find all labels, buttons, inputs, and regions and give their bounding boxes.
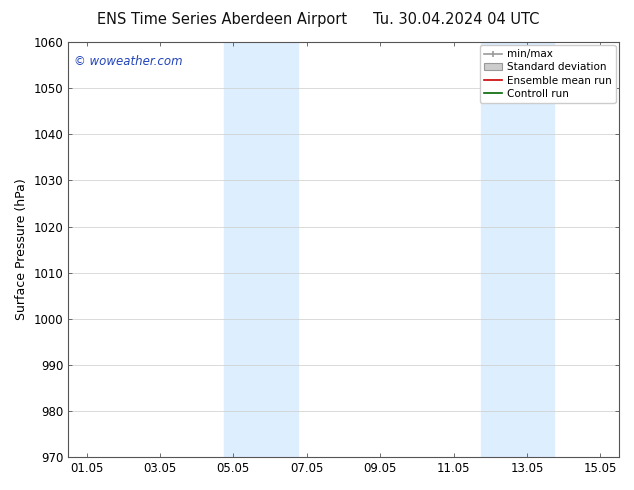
Legend: min/max, Standard deviation, Ensemble mean run, Controll run: min/max, Standard deviation, Ensemble me… <box>479 45 616 103</box>
Bar <box>481 42 555 457</box>
Y-axis label: Surface Pressure (hPa): Surface Pressure (hPa) <box>15 179 28 320</box>
Bar <box>224 42 297 457</box>
Text: © woweather.com: © woweather.com <box>74 54 183 68</box>
Text: Tu. 30.04.2024 04 UTC: Tu. 30.04.2024 04 UTC <box>373 12 540 27</box>
Text: ENS Time Series Aberdeen Airport: ENS Time Series Aberdeen Airport <box>97 12 347 27</box>
